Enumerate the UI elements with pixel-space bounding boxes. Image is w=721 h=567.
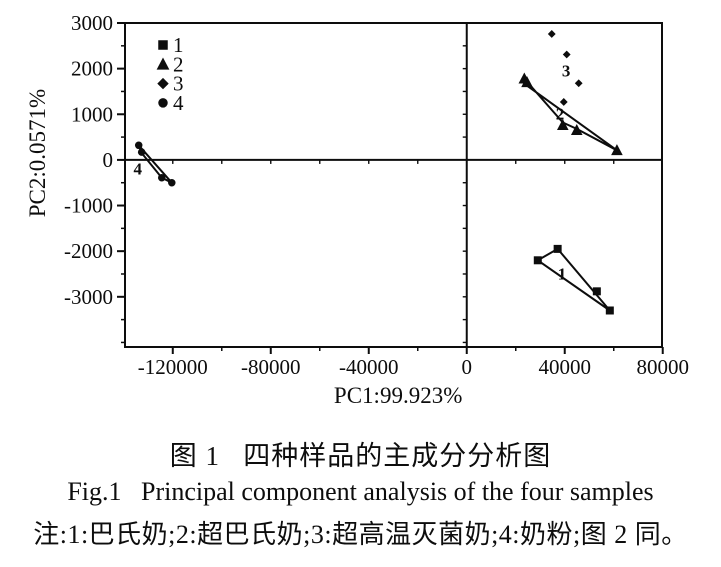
figure-caption-zh: 图 1 四种样品的主成分分析图: [169, 441, 552, 471]
svg-text:-80000: -80000: [241, 355, 301, 379]
svg-text:1: 1: [173, 33, 184, 57]
series-3: 3: [547, 30, 583, 106]
zero-axes: [125, 22, 662, 347]
svg-text:0: 0: [103, 148, 114, 172]
pca-scatter-plot: -120000 -80000 -40000 0 40000 80000 PC1:99.923…: [25, 11, 689, 408]
series-1: 1: [533, 244, 614, 315]
figure-caption-en: Fig.1 Principal component analysis of th…: [67, 477, 654, 506]
svg-text:3: 3: [173, 72, 184, 96]
svg-text:1: 1: [558, 265, 567, 284]
svg-text:1000: 1000: [71, 102, 113, 126]
svg-text:PC1:99.923%: PC1:99.923%: [334, 383, 462, 408]
series-4: 4: [133, 141, 176, 187]
svg-text:4: 4: [173, 91, 184, 115]
svg-text:4: 4: [133, 160, 142, 179]
svg-text:3000: 3000: [71, 11, 113, 35]
svg-text:-1000: -1000: [64, 194, 113, 218]
svg-text:-2000: -2000: [64, 239, 113, 263]
series-2: 2: [518, 72, 623, 156]
svg-text:2: 2: [173, 52, 184, 76]
y-axis: -3000 -2000 -1000 0 1000 2000 3000 PC2:0.0571%: [25, 11, 125, 344]
x-axis: -120000 -80000 -40000 0 40000 80000 PC1:99.923…: [138, 347, 689, 408]
svg-text:-3000: -3000: [64, 285, 113, 309]
svg-text:-40000: -40000: [339, 355, 399, 379]
svg-text:2: 2: [556, 104, 565, 123]
figure-note: 注:1:巴氏奶;2:超巴氏奶;3:超高温灭菌奶;4:奶粉;图 2 同。: [33, 520, 688, 549]
plot-frame: [124, 22, 663, 348]
svg-text:0: 0: [461, 355, 472, 379]
svg-text:2000: 2000: [71, 57, 113, 81]
svg-text:40000: 40000: [538, 355, 591, 379]
svg-text:-120000: -120000: [138, 355, 208, 379]
svg-text:3: 3: [562, 61, 571, 80]
svg-text:PC2:0.0571%: PC2:0.0571%: [25, 89, 50, 217]
svg-text:80000: 80000: [636, 355, 689, 379]
